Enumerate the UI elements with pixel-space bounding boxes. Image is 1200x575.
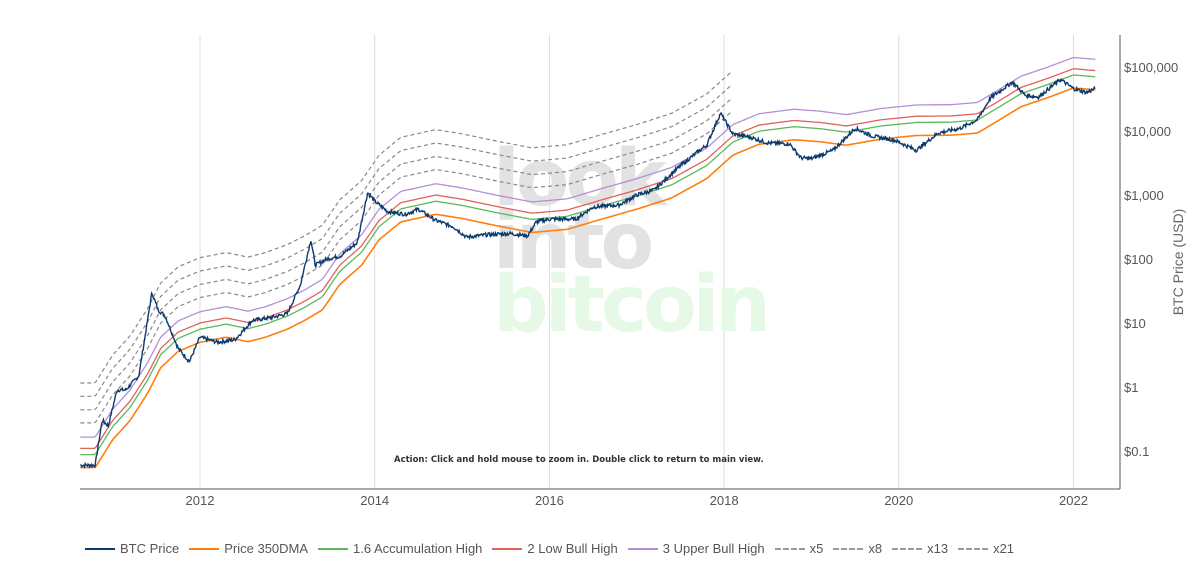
x-tick-label: 2014 bbox=[360, 493, 389, 508]
legend-item[interactable]: 1.6 Accumulation High bbox=[318, 541, 482, 556]
series-layer bbox=[80, 56, 1096, 470]
y-tick-label: $100,000 bbox=[1124, 60, 1178, 75]
legend-label: x13 bbox=[927, 541, 949, 556]
y-tick-label: $10 bbox=[1124, 316, 1146, 331]
x-tick-label: 2020 bbox=[884, 493, 913, 508]
series-line-x13 bbox=[80, 84, 733, 397]
x-tick-label: 2016 bbox=[535, 493, 564, 508]
legend-swatch bbox=[892, 547, 923, 550]
zoom-instruction: Action: Click and hold mouse to zoom in.… bbox=[394, 455, 764, 465]
legend-label: x8 bbox=[868, 541, 883, 556]
series-line-x8 bbox=[80, 97, 733, 411]
legend-swatch bbox=[774, 547, 805, 550]
legend-item[interactable]: x8 bbox=[833, 541, 882, 556]
legend-swatch bbox=[318, 547, 349, 550]
legend-item[interactable]: x21 bbox=[958, 541, 1014, 556]
legend-swatch bbox=[492, 547, 523, 550]
legend-item[interactable]: x5 bbox=[774, 541, 824, 556]
legend-swatch bbox=[85, 547, 115, 550]
legend-item[interactable]: x13 bbox=[892, 541, 948, 556]
legend-label: x21 bbox=[993, 541, 1015, 556]
y-axis-title: BTC Price (USD) bbox=[1170, 209, 1186, 316]
series-line-btc-price bbox=[80, 77, 1096, 470]
legend-label: BTC Price bbox=[120, 541, 180, 556]
legend-swatch bbox=[189, 547, 220, 550]
y-tick-label: $100 bbox=[1124, 252, 1153, 267]
x-tick-label: 2022 bbox=[1059, 493, 1088, 508]
y-axis: $0.1 $1 $10 $100 $1,000 $10,000 $100,000 bbox=[1124, 60, 1178, 459]
y-tick-label: $1,000 bbox=[1124, 188, 1164, 203]
legend-label: Price 350DMA bbox=[224, 541, 309, 556]
x-tick-label: 2012 bbox=[186, 493, 215, 508]
y-tick-label: $0.1 bbox=[1124, 444, 1149, 459]
x-axis: 2012 2014 2016 2018 2020 2022 bbox=[186, 493, 1088, 508]
series-line-price-350dma bbox=[80, 87, 1096, 469]
y-tick-label: $1 bbox=[1124, 380, 1138, 395]
legend-label: x5 bbox=[809, 541, 824, 556]
y-tick-label: $10,000 bbox=[1124, 124, 1171, 139]
legend-label: 3 Upper Bull High bbox=[662, 541, 765, 556]
legend-swatch bbox=[627, 547, 658, 550]
series-line-x21 bbox=[80, 70, 733, 384]
x-tick-label: 2018 bbox=[710, 493, 739, 508]
series-line-3-upper-bull-high bbox=[80, 56, 1096, 438]
watermark-bitcoin: bitcoin bbox=[493, 260, 767, 350]
grid bbox=[199, 35, 1074, 489]
legend-swatch bbox=[958, 547, 989, 550]
legend-label: 2 Low Bull High bbox=[527, 541, 618, 556]
legend-item[interactable]: 3 Upper Bull High bbox=[627, 541, 765, 556]
legend-item[interactable]: BTC Price bbox=[85, 541, 179, 556]
legend-swatch bbox=[833, 547, 864, 550]
series-line-x5 bbox=[80, 110, 733, 424]
legend: BTC Price Price 350DMA 1.6 Accumulation Hi… bbox=[85, 541, 1014, 556]
legend-label: 1.6 Accumulation High bbox=[353, 541, 483, 556]
legend-item[interactable]: Price 350DMA bbox=[189, 541, 308, 556]
legend-item[interactable]: 2 Low Bull High bbox=[492, 541, 618, 556]
